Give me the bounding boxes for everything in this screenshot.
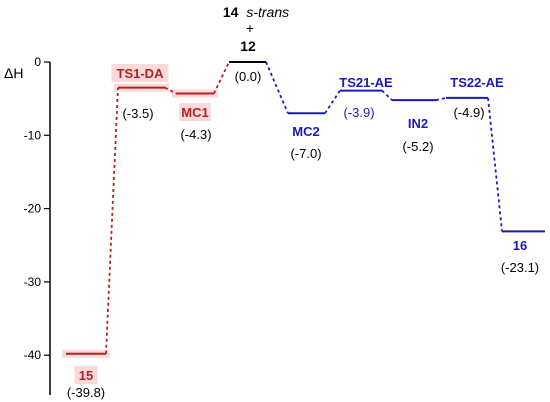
connector [265, 61, 289, 114]
level-value: (0.0) [235, 69, 262, 84]
level-label: TS1-DA [117, 66, 165, 81]
connector [213, 61, 230, 94]
connector [105, 87, 119, 354]
level-label: MC2 [292, 124, 319, 139]
reactant-title-line3: 12 [240, 38, 256, 54]
reactant-conformer: s-trans [246, 4, 289, 20]
level-value: (-39.8) [67, 385, 105, 400]
connector-group [105, 61, 503, 354]
y-axis-title: ΔH [4, 65, 23, 81]
y-tick-label: -40 [24, 348, 42, 362]
label-highlight [111, 64, 169, 82]
reactant-title-line1: 14 s-trans [223, 4, 289, 20]
level-group [66, 61, 545, 355]
connector [487, 97, 503, 232]
label-group: 15 (-39.8) TS1-DA (-3.5) MC1 (-4.3) (0.0) MC2 (-… [67, 66, 539, 400]
level-value: (-4.3) [180, 127, 211, 142]
level-value: (-5.2) [402, 139, 433, 154]
level-value: (-4.9) [453, 105, 484, 120]
level-label: IN2 [408, 116, 428, 131]
level-value: (-3.5) [122, 106, 153, 121]
level-label: MC1 [181, 105, 208, 120]
reactant-compound-number: 14 [223, 4, 239, 20]
level-label: 16 [513, 238, 527, 253]
level-label: TS21-AE [339, 75, 393, 90]
y-tick-label: -20 [24, 202, 42, 216]
label-highlight [74, 366, 98, 384]
connector [324, 90, 341, 114]
y-tick-label: 0 [34, 55, 41, 69]
label-highlight [179, 103, 211, 121]
level-value: (-7.0) [290, 146, 321, 161]
level-value: (-23.1) [501, 260, 539, 275]
level-label: 15 [79, 368, 93, 383]
y-axis: 0 -10 -20 -30 -40 [24, 55, 51, 395]
connector [164, 86, 177, 95]
y-tick-label: -10 [24, 128, 42, 142]
level-value: (-3.9) [343, 105, 374, 120]
reactant-plus: + [246, 20, 254, 36]
y-tick-label: -30 [24, 275, 42, 289]
connector [381, 89, 393, 101]
level-label: TS22-AE [450, 75, 504, 90]
connector [435, 97, 447, 101]
